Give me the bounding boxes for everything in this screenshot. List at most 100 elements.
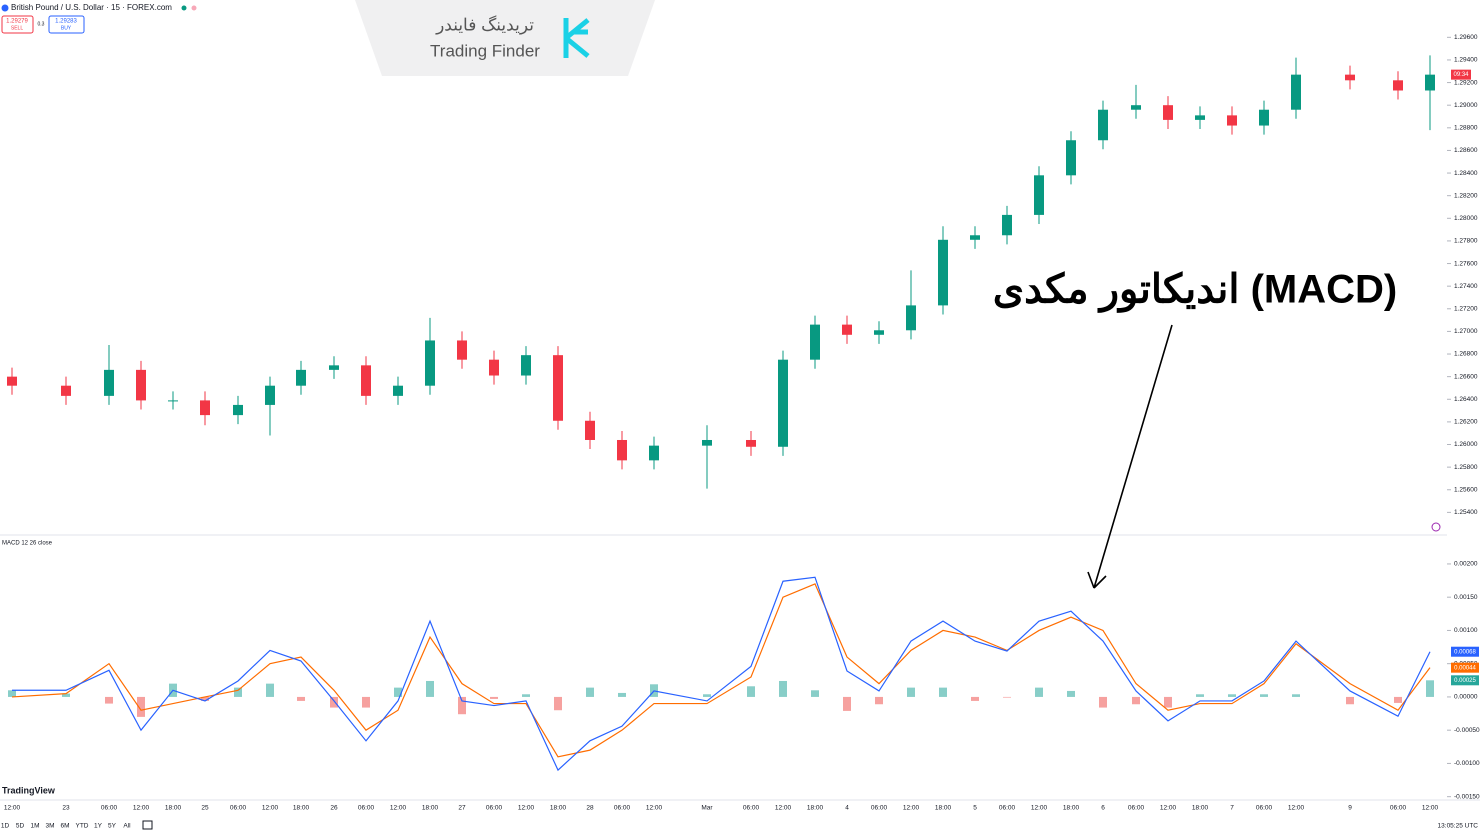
y-tick-label: 1.25400: [1454, 509, 1478, 516]
x-tick-label: 12:00: [1422, 805, 1439, 812]
y-tick-label: 1.27800: [1454, 238, 1478, 245]
x-tick-label: 18:00: [1192, 805, 1209, 812]
histogram-bar: [1067, 690, 1075, 697]
date-range-icon[interactable]: [142, 820, 153, 830]
candle-body: [136, 369, 146, 401]
range-button[interactable]: All: [123, 823, 131, 830]
candle-body: [585, 420, 595, 440]
status-dot: [181, 5, 187, 11]
histogram-bar: [618, 692, 626, 697]
x-tick-label: 12:00: [133, 805, 150, 812]
histogram-bar: [907, 687, 915, 697]
y-tick-label: 1.27400: [1454, 283, 1478, 290]
y-tick-label: 1.28800: [1454, 125, 1478, 132]
candle-body: [61, 385, 71, 396]
y-tick-label: 1.28000: [1454, 215, 1478, 222]
candle-body: [1066, 140, 1076, 176]
histogram-bar: [458, 696, 466, 715]
annotation: اندیکاتور مکدی (MACD): [993, 268, 1397, 314]
symbol: British Pound / U.S. Dollar · 15 · FOREX…: [11, 3, 172, 12]
y-tick-label: 0.00100: [1454, 627, 1478, 634]
buy-price: 1.29283: [55, 19, 77, 25]
candle-body: [265, 385, 275, 405]
candle-body: [1131, 105, 1141, 110]
candle-body: [457, 340, 467, 360]
x-tick-label: 7: [1230, 805, 1234, 812]
range-button[interactable]: YTD: [76, 823, 89, 830]
histogram-bar: [586, 687, 594, 697]
macd-line: [12, 576, 1431, 772]
x-tick-label: 18:00: [165, 805, 182, 812]
x-tick-label: 18:00: [422, 805, 439, 812]
histogram-bar: [843, 696, 851, 711]
candle-body: [1227, 115, 1237, 126]
candle-body: [296, 369, 306, 386]
annotation-arrow: [1087, 324, 1173, 589]
sell-button[interactable]: [1, 15, 34, 34]
x-tick-label: 06:00: [1390, 805, 1407, 812]
y-tick-label: 1.25800: [1454, 464, 1478, 471]
range-button[interactable]: 5D: [16, 823, 25, 830]
y-tick-label: 1.29000: [1454, 102, 1478, 109]
countdown: 09:34: [1453, 72, 1469, 78]
histogram-bar: [554, 696, 562, 711]
range-button[interactable]: 6M: [60, 823, 69, 830]
x-tick-label: 18:00: [550, 805, 567, 812]
range-button[interactable]: 1D: [1, 823, 10, 830]
x-tick-label: 23: [62, 805, 70, 812]
spread: 0.3: [38, 21, 45, 27]
y-tick-label: -0.00150: [1454, 793, 1480, 800]
histogram-value-label: 0.00025: [1454, 678, 1476, 684]
range-button[interactable]: 1Y: [94, 823, 103, 830]
x-tick-label: 12:00: [1160, 805, 1177, 812]
x-tick-label: 12:00: [903, 805, 920, 812]
candle-body: [938, 239, 948, 306]
candle-body: [1345, 74, 1355, 81]
histogram-bar: [747, 686, 755, 697]
candle-body: [810, 324, 820, 360]
candle-body: [842, 324, 852, 335]
histogram-bar: [1035, 687, 1043, 697]
candle-body: [778, 359, 788, 447]
y-tick-label: 1.26000: [1454, 441, 1478, 448]
signal-line: [11, 583, 1431, 758]
range-button[interactable]: 1M: [30, 823, 39, 830]
histogram-bar: [1196, 694, 1204, 697]
y-tick-label: 1.29200: [1454, 79, 1478, 86]
range-button[interactable]: 3M: [45, 823, 54, 830]
candle-body: [1195, 115, 1205, 120]
candle-body: [1259, 109, 1269, 126]
x-tick-label: 12:00: [262, 805, 279, 812]
candle-body: [1393, 80, 1403, 91]
y-tick-label: -0.00050: [1454, 727, 1480, 734]
histogram-bar: [779, 680, 787, 697]
x-tick-label: 06:00: [614, 805, 631, 812]
y-tick-label: -0.00100: [1454, 760, 1480, 767]
y-tick-label: 1.26400: [1454, 396, 1478, 403]
histogram-bar: [105, 696, 113, 704]
candle-body: [361, 365, 371, 396]
y-tick-label: 1.27600: [1454, 260, 1478, 267]
x-tick-label: 06:00: [230, 805, 247, 812]
histogram-bar: [1228, 694, 1236, 697]
logo-icon: [563, 18, 590, 58]
candle-body: [1163, 105, 1173, 120]
x-tick-label: 18:00: [807, 805, 824, 812]
range-button[interactable]: 5Y: [108, 823, 117, 830]
candle-body: [489, 359, 499, 376]
histogram-bar: [137, 696, 145, 717]
y-tick-label: 0.00150: [1454, 594, 1478, 601]
histogram-bar: [811, 690, 819, 697]
x-tick-label: 5: [973, 805, 977, 812]
histogram-bar: [1132, 696, 1140, 705]
histogram-bar: [1003, 696, 1011, 698]
clock: 13:05:25 UTC: [1438, 823, 1479, 830]
histogram-bar: [490, 696, 498, 699]
candle-body: [521, 355, 531, 376]
candle-body: [617, 439, 627, 461]
status-dot: [191, 5, 197, 11]
histogram-bar: [1292, 694, 1300, 697]
buy-button[interactable]: [48, 15, 85, 34]
y-tick-label: 1.29400: [1454, 57, 1478, 64]
x-tick-label: Mar: [701, 805, 713, 812]
